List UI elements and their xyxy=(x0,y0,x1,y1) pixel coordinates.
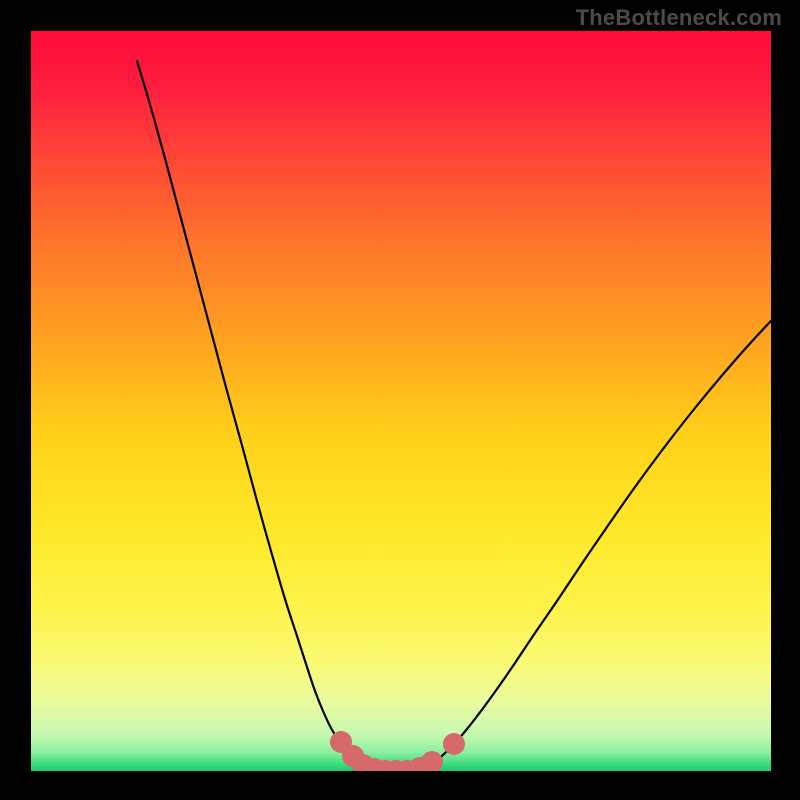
chart-frame: TheBottleneck.com xyxy=(0,0,800,800)
watermark-text: TheBottleneck.com xyxy=(576,5,782,31)
marker-group xyxy=(330,731,465,771)
bottleneck-curve xyxy=(137,61,771,771)
curve-layer xyxy=(31,31,771,771)
marker-point xyxy=(443,733,465,755)
marker-point xyxy=(421,751,443,771)
plot-area xyxy=(31,31,771,771)
